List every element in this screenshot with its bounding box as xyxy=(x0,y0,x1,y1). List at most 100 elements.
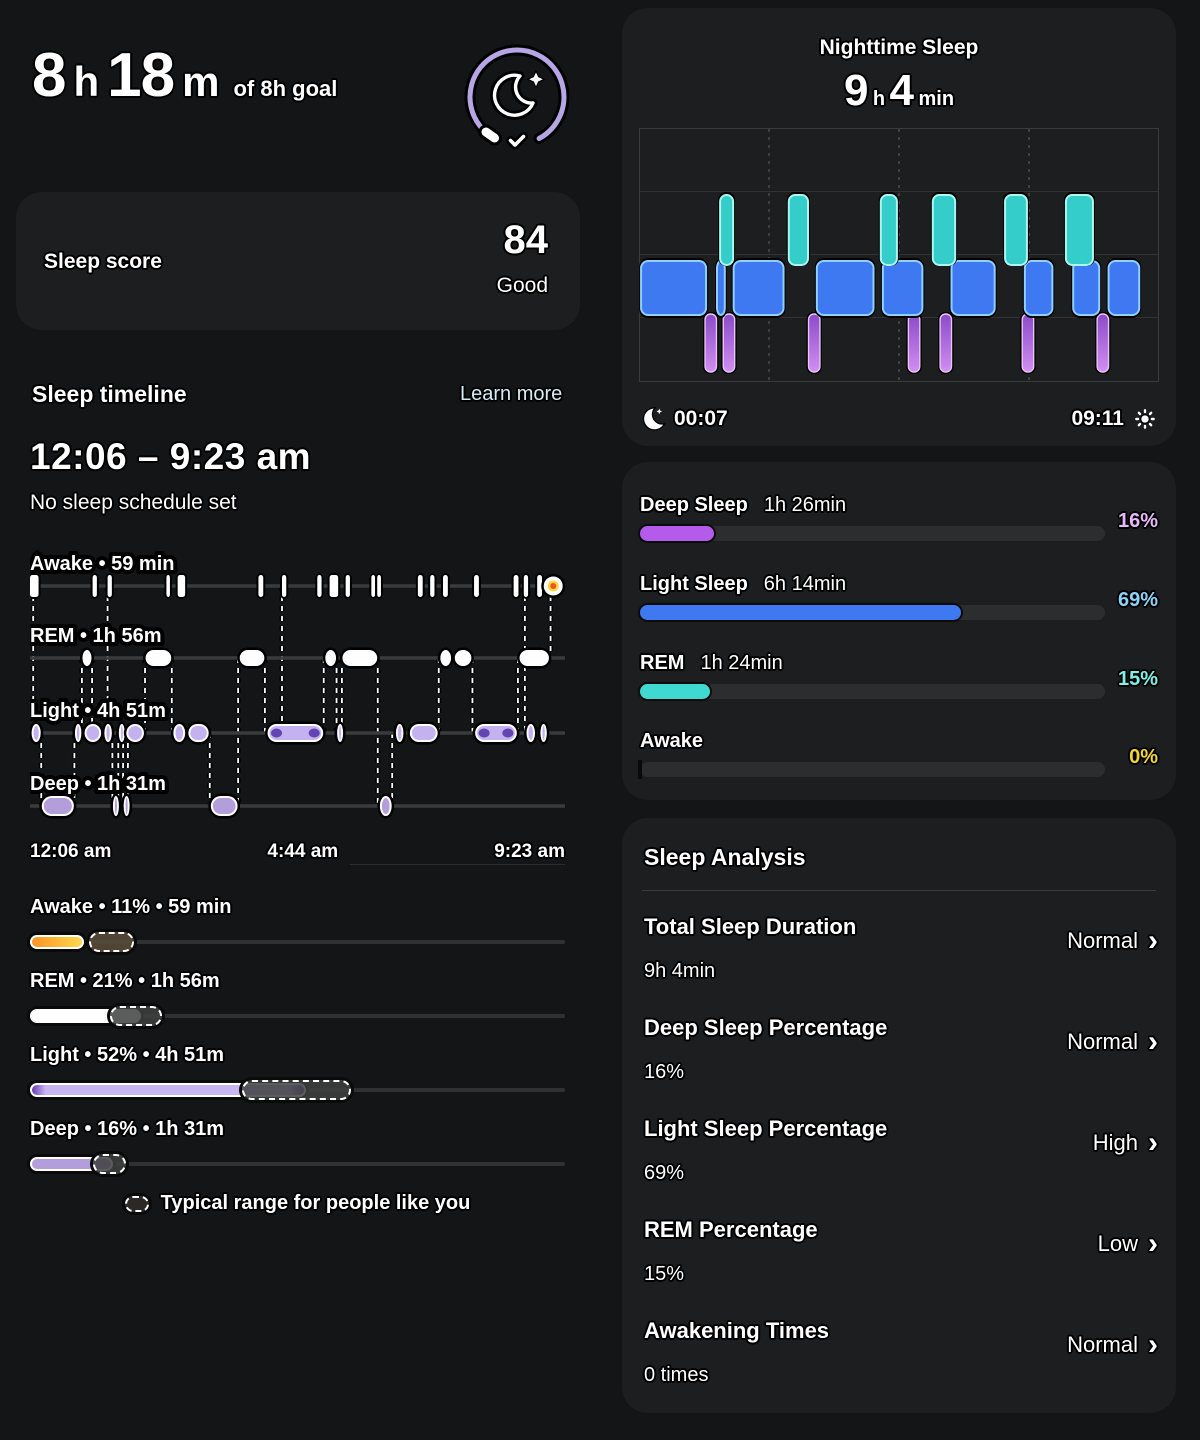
stat-awake-typical-range xyxy=(88,932,135,952)
goal-label: of 8h goal xyxy=(233,76,338,101)
timeline-axis: 12:06 am 4:44 am 9:23 am xyxy=(30,841,565,863)
check-icon xyxy=(508,134,526,147)
analysis-light-status: High xyxy=(1092,1130,1138,1155)
axis-start-time: 12:06 am xyxy=(30,841,112,862)
typical-range-icon xyxy=(124,1195,149,1212)
svg-text:Awake • 59 min: Awake • 59 min xyxy=(30,553,174,575)
analysis-row-total-duration[interactable]: Total Sleep Duration 9h 4min Normal › xyxy=(644,914,1158,994)
night-hours: 9 xyxy=(843,66,869,115)
analysis-total-duration-name: Total Sleep Duration xyxy=(644,914,857,939)
stat-rem-track xyxy=(30,1014,565,1018)
stage-light-name: Light Sleep xyxy=(640,573,748,595)
analysis-row-deep-percentage[interactable]: Deep Sleep Percentage 16% Normal › xyxy=(644,1015,1158,1095)
sleep-score-card[interactable]: Sleep score 84 Good xyxy=(16,192,580,330)
chevron-right-icon: › xyxy=(1148,924,1158,957)
stat-awake-track xyxy=(30,940,565,944)
stat-row-awake: Awake • 11% • 59 min xyxy=(30,896,565,952)
stat-light-label: Light • 52% • 4h 51m xyxy=(30,1044,225,1066)
bed-time: 00:07 xyxy=(674,407,728,430)
stage-row-awake: Awake 0% xyxy=(640,730,1158,777)
nighttime-sleep-card: Nighttime Sleep 9 h 4 min 00:07 09:11 xyxy=(622,8,1176,446)
nighttime-stage-chart xyxy=(639,128,1159,382)
stage-rem-duration: 1h 24min xyxy=(700,652,783,674)
stage-rem-track xyxy=(640,684,1105,699)
svg-text:Deep • 1h 31m: Deep • 1h 31m xyxy=(30,773,166,795)
sleep-analysis-card: Sleep Analysis Total Sleep Duration 9h 4… xyxy=(622,818,1176,1413)
stage-rem-name: REM xyxy=(640,652,685,674)
analysis-row-awakening-times[interactable]: Awakening Times 0 times Normal › xyxy=(644,1318,1158,1398)
typical-range-legend-text: Typical range for people like you xyxy=(160,1192,471,1214)
sleep-time-range: 12:06 – 9:23 am xyxy=(30,436,312,477)
night-minutes: 4 xyxy=(889,66,915,115)
sleep-score-label: Sleep score xyxy=(44,250,162,273)
chevron-right-icon: › xyxy=(1148,1227,1158,1260)
analysis-awakening-status: Normal xyxy=(1067,1332,1138,1357)
analysis-light-name: Light Sleep Percentage xyxy=(644,1116,888,1141)
analysis-row-light-percentage[interactable]: Light Sleep Percentage 69% High › xyxy=(644,1116,1158,1196)
analysis-rem-status: Low xyxy=(1097,1231,1138,1256)
duration-minutes: 18 xyxy=(107,41,175,110)
chevron-right-icon: › xyxy=(1148,1025,1158,1058)
axis-end-time: 9:23 am xyxy=(494,841,565,862)
nighttime-sleep-duration: 9 h 4 min xyxy=(622,66,1176,116)
stage-percentages-card: Deep Sleep 1h 26min 16% Light Sleep 6h 14m… xyxy=(622,462,1176,800)
stage-deep-percent: 16% xyxy=(1117,510,1158,532)
stat-rem-typical-range xyxy=(110,1006,162,1026)
stage-rem-fill xyxy=(640,684,710,699)
analysis-rem-value: 15% xyxy=(644,1263,685,1285)
sleep-analysis-title: Sleep Analysis xyxy=(644,844,806,870)
learn-more-link[interactable]: Learn more xyxy=(460,383,563,405)
duration-minutes-unit: m xyxy=(182,58,220,105)
typical-range-legend: Typical range for people like you xyxy=(30,1192,565,1215)
stat-row-rem: REM • 21% • 1h 56m xyxy=(30,970,565,1026)
analysis-rem-name: REM Percentage xyxy=(644,1217,818,1242)
night-chart-footer: 00:07 09:11 xyxy=(640,406,1158,432)
stage-rem-percent: 15% xyxy=(1117,668,1158,690)
duration-hours-unit: h xyxy=(73,58,100,105)
stat-deep-typical-range xyxy=(92,1154,126,1174)
stage-deep-name: Deep Sleep xyxy=(640,494,748,516)
axis-mid-time: 4:44 am xyxy=(267,841,339,862)
stat-deep-label: Deep • 16% • 1h 31m xyxy=(30,1118,225,1140)
duration-hours: 8 xyxy=(32,41,66,110)
night-minutes-unit: min xyxy=(918,88,955,110)
analysis-deep-name: Deep Sleep Percentage xyxy=(644,1015,888,1040)
night-hours-unit: h xyxy=(872,88,886,110)
sleep-score-rating: Good xyxy=(496,274,548,297)
stage-awake-track xyxy=(640,762,1105,777)
sleep-schedule-note: No sleep schedule set xyxy=(30,491,237,514)
stat-awake-label: Awake • 11% • 59 min xyxy=(30,896,232,918)
analysis-awakening-name: Awakening Times xyxy=(644,1318,830,1343)
stat-awake-fill xyxy=(30,935,84,949)
stat-row-deep: Deep • 16% • 1h 31m xyxy=(30,1118,565,1174)
stage-light-duration: 6h 14min xyxy=(763,573,847,595)
stat-light-typical-range xyxy=(241,1080,351,1100)
stat-row-light: Light • 52% • 4h 51m xyxy=(30,1044,565,1100)
analysis-row-rem-percentage[interactable]: REM Percentage 15% Low › xyxy=(644,1217,1158,1297)
bedtime-moon-icon xyxy=(642,406,666,431)
stage-row-light: Light Sleep 6h 14min 69% xyxy=(640,573,1158,620)
sleep-stages-hypnogram: Awake • 59 min REM • 1h 56m Light • 4h 51m… xyxy=(30,551,565,819)
chevron-right-icon: › xyxy=(1148,1126,1158,1159)
sleep-timeline-title: Sleep timeline xyxy=(32,381,187,407)
svg-text:Light • 4h 51m: Light • 4h 51m xyxy=(30,700,166,722)
analysis-deep-value: 16% xyxy=(644,1061,685,1083)
sleep-goal-ring xyxy=(464,44,570,150)
moon-icon xyxy=(492,73,535,117)
axis-divider xyxy=(350,864,565,865)
chevron-right-icon: › xyxy=(1148,1328,1158,1361)
wake-sun-icon xyxy=(1135,409,1155,429)
analysis-divider xyxy=(642,890,1156,891)
analysis-total-duration-status: Normal xyxy=(1067,928,1138,953)
stage-row-rem: REM 1h 24min 15% xyxy=(640,652,1158,699)
ring-arc xyxy=(467,47,567,141)
stage-light-fill xyxy=(640,605,961,620)
wake-time: 09:11 xyxy=(1071,407,1124,430)
sparkle-icon xyxy=(526,69,546,89)
svg-text:REM • 1h 56m: REM • 1h 56m xyxy=(30,625,161,647)
stage-row-deep: Deep Sleep 1h 26min 16% xyxy=(640,494,1158,541)
stage-deep-fill xyxy=(640,526,715,541)
analysis-light-value: 69% xyxy=(644,1162,685,1184)
stat-rem-label: REM • 21% • 1h 56m xyxy=(30,970,220,992)
